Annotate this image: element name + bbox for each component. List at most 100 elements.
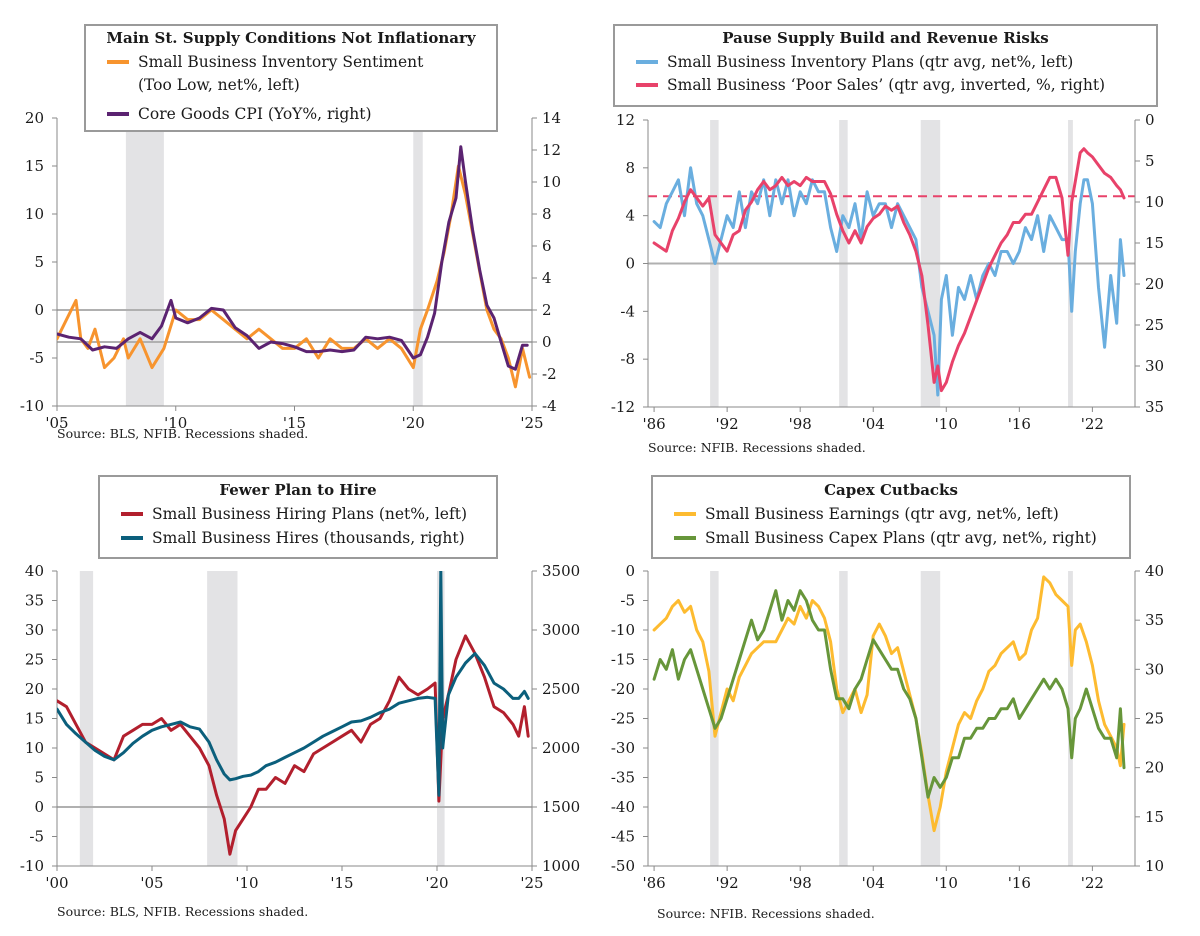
x-tick-label: '16 <box>1008 415 1031 433</box>
left-tick-label: -12 <box>611 398 635 416</box>
series-line-0 <box>57 634 530 856</box>
x-tick-label: '20 <box>402 414 425 432</box>
right-tick-label: 8 <box>542 205 552 223</box>
x-tick-label: '20 <box>425 874 448 892</box>
x-tick-label: '04 <box>862 415 885 433</box>
right-tick-label: 5 <box>1145 152 1155 170</box>
right-tick-label: 2 <box>542 301 552 319</box>
left-tick-label: 0 <box>625 562 635 580</box>
left-tick-label: 30 <box>25 621 44 639</box>
legend-entry: Small Business ‘Poor Sales’ (qtr avg, in… <box>667 76 1105 94</box>
left-tick-label: 40 <box>25 562 44 580</box>
right-tick-label: 0 <box>542 333 552 351</box>
left-tick-label: 0 <box>34 301 44 319</box>
legend-box <box>84 24 498 132</box>
left-tick-label: -10 <box>20 397 44 415</box>
legend-entry: Small Business Earnings (qtr avg, net%, … <box>705 505 1059 523</box>
left-tick-label: 35 <box>25 592 44 610</box>
x-tick-label: '10 <box>935 874 958 892</box>
x-tick-label: '05 <box>45 414 68 432</box>
chart-title: Pause Supply Build and Revenue Risks <box>722 29 1048 47</box>
right-tick-label: 12 <box>542 141 561 159</box>
right-tick-label: 2000 <box>542 739 580 757</box>
left-tick-label: 8 <box>625 159 635 177</box>
right-tick-label: 25 <box>1145 710 1164 728</box>
legend-box <box>613 24 1158 107</box>
left-tick-label: 4 <box>625 207 635 225</box>
left-tick-label: 20 <box>25 109 44 127</box>
source-note: Source: NFIB. Recessions shaded. <box>648 440 866 455</box>
recession-band <box>207 571 238 866</box>
right-tick-label: 4 <box>542 269 552 287</box>
series-line-0 <box>652 166 1126 397</box>
recession-band <box>920 571 941 866</box>
left-tick-label: 10 <box>25 739 44 757</box>
left-tick-label: 0 <box>34 798 44 816</box>
legend-entry: Small Business Inventory Plans (qtr avg,… <box>667 53 1073 71</box>
left-tick-label: -5 <box>29 828 44 846</box>
x-tick-label: '22 <box>1081 874 1104 892</box>
x-tick-label: '15 <box>330 874 353 892</box>
x-tick-label: '25 <box>520 874 543 892</box>
recession-band <box>413 118 423 406</box>
right-tick-label: 35 <box>1145 398 1164 416</box>
x-tick-label: '92 <box>716 874 739 892</box>
legend-entry: Small Business Hires (thousands, right) <box>152 529 465 547</box>
chart-title: Main St. Supply Conditions Not Inflation… <box>106 29 477 47</box>
x-tick-label: '98 <box>789 874 812 892</box>
x-tick-label: '86 <box>642 415 665 433</box>
right-tick-label: 15 <box>1145 234 1164 252</box>
right-tick-label: 10 <box>1145 857 1164 875</box>
left-tick-label: 20 <box>25 680 44 698</box>
legend-entry: Small Business Hiring Plans (net%, left) <box>152 505 467 523</box>
x-tick-label: '05 <box>140 874 163 892</box>
left-tick-label: -8 <box>620 350 635 368</box>
left-tick-label: 12 <box>616 111 635 129</box>
x-tick-label: '04 <box>862 874 885 892</box>
chart-supply-conditions: -10 -5 0 5 10 15 20 -4 -2 0 2 4 6 8 10 12 14 '05 '10 '15 '20… <box>20 24 561 441</box>
recession-band <box>1068 571 1073 866</box>
left-tick-label: 15 <box>25 157 44 175</box>
recession-band <box>79 571 94 866</box>
right-tick-label: -2 <box>542 365 557 383</box>
left-tick-label: -10 <box>611 621 635 639</box>
x-tick-label: '00 <box>45 874 68 892</box>
left-tick-label: -4 <box>620 302 635 320</box>
chart-hiring: -10 -5 0 5 10 15 20 25 30 35 40 1000 1500 2000 2500 300… <box>20 475 580 919</box>
right-tick-label: 6 <box>542 237 552 255</box>
legend-entry: Small Business Inventory Sentiment <box>138 53 424 71</box>
series-line-1 <box>57 145 529 371</box>
left-tick-label: -10 <box>20 857 44 875</box>
recession-band <box>125 118 164 406</box>
series-line-1 <box>57 571 530 797</box>
chart-title: Fewer Plan to Hire <box>219 481 376 499</box>
x-tick-label: '15 <box>283 414 306 432</box>
right-tick-label: 30 <box>1145 357 1164 375</box>
right-tick-label: 20 <box>1145 759 1164 777</box>
left-tick-label: -20 <box>611 680 635 698</box>
right-tick-label: 10 <box>1145 193 1164 211</box>
x-tick-label: '10 <box>164 414 187 432</box>
right-tick-label: 3000 <box>542 621 580 639</box>
left-tick-label: -40 <box>611 798 635 816</box>
x-tick-label: '16 <box>1008 874 1031 892</box>
right-tick-label: 20 <box>1145 275 1164 293</box>
x-tick-label: '92 <box>716 415 739 433</box>
left-tick-label: 5 <box>34 253 44 271</box>
recession-band <box>839 571 848 866</box>
right-tick-label: 25 <box>1145 316 1164 334</box>
right-tick-label: 40 <box>1145 562 1164 580</box>
source-note: Source: NFIB. Recessions shaded. <box>657 906 875 921</box>
legend-box <box>98 475 498 559</box>
legend-entry: Core Goods CPI (YoY%, right) <box>138 105 372 123</box>
left-tick-label: -30 <box>611 739 635 757</box>
legend-entry: (Too Low, net%, left) <box>138 76 300 94</box>
left-tick-label: -50 <box>611 857 635 875</box>
right-tick-label: 2500 <box>542 680 580 698</box>
left-tick-label: 10 <box>25 205 44 223</box>
x-tick-label: '22 <box>1081 415 1104 433</box>
x-tick-label: '86 <box>642 874 665 892</box>
chart-capex: -50-45-40-35-30-25-20-15-10-501015202530… <box>611 475 1164 921</box>
left-tick-label: -5 <box>29 349 44 367</box>
